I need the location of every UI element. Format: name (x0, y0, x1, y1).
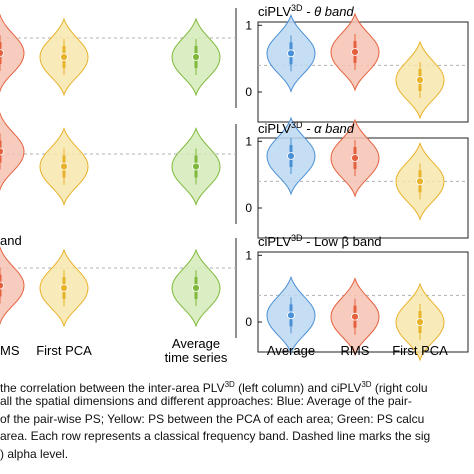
violin-rms (0, 245, 25, 326)
left-xlabel-time-series: time series (165, 350, 228, 365)
caption-line-4: area. Each row represents a classical fr… (0, 429, 431, 444)
median-point (416, 76, 424, 84)
right-panel-title-theta: ciPLV3D - θ band (258, 3, 354, 19)
panel-left-0 (0, 8, 237, 108)
right-panel-title-low-beta: ciPLV3D - Low β band (258, 233, 382, 249)
median-point (60, 53, 68, 61)
right-xlabel-first-pca: First PCA (392, 343, 448, 358)
y-tick-label: 0 (245, 315, 252, 329)
panel-left-1 (0, 111, 237, 224)
median-point (351, 48, 359, 56)
caption-line-3: of the pair-wise PS; Yellow: PS between … (0, 411, 425, 426)
y-tick-label: 0 (245, 201, 252, 215)
median-point (351, 154, 359, 162)
figure-caption: the correlation between the inter-area P… (0, 376, 474, 463)
median-point (287, 49, 295, 58)
panel-right-0: 10 (245, 12, 469, 123)
left-xlabel-first-pca: First PCA (36, 343, 92, 358)
violin-rms (0, 111, 25, 192)
median-point (287, 311, 295, 320)
median-point (351, 312, 359, 321)
violin-rms (0, 13, 25, 93)
y-tick-label: 1 (245, 248, 252, 262)
median-point (0, 281, 4, 290)
median-point (0, 147, 4, 156)
panel-left-2 (0, 238, 237, 338)
y-tick-label: 0 (245, 85, 252, 99)
median-point (416, 177, 424, 186)
panel-frame (257, 21, 469, 123)
y-tick-label: 1 (245, 18, 252, 32)
right-xlabel-rms: RMS (341, 343, 370, 358)
left-panel-title-low-beta: and (0, 233, 22, 248)
panel-right-2: 10 (245, 248, 469, 362)
left-xlabel-rms: MS (0, 343, 20, 358)
left-column-panels (0, 8, 237, 338)
y-tick-label: 1 (245, 134, 252, 148)
caption-line-2: all the spatial dimensions and different… (0, 394, 412, 409)
median-point (416, 318, 424, 326)
median-point (0, 49, 4, 57)
median-point (60, 162, 68, 171)
median-point (287, 152, 295, 160)
right-xlabel-average: Average (267, 343, 315, 358)
median-point (192, 284, 200, 292)
median-point (60, 284, 68, 292)
median-point (192, 162, 200, 171)
panel-frame (257, 251, 469, 353)
right-panel-title-alpha: ciPLV3D - α band (258, 120, 355, 136)
left-xlabel-average: Average (172, 336, 220, 351)
median-point (192, 53, 200, 61)
caption-line-1: the correlation between the inter-area P… (0, 380, 428, 395)
caption-line-5: ) alpha level. (0, 446, 69, 461)
panel-right-1: 10 (245, 116, 469, 239)
